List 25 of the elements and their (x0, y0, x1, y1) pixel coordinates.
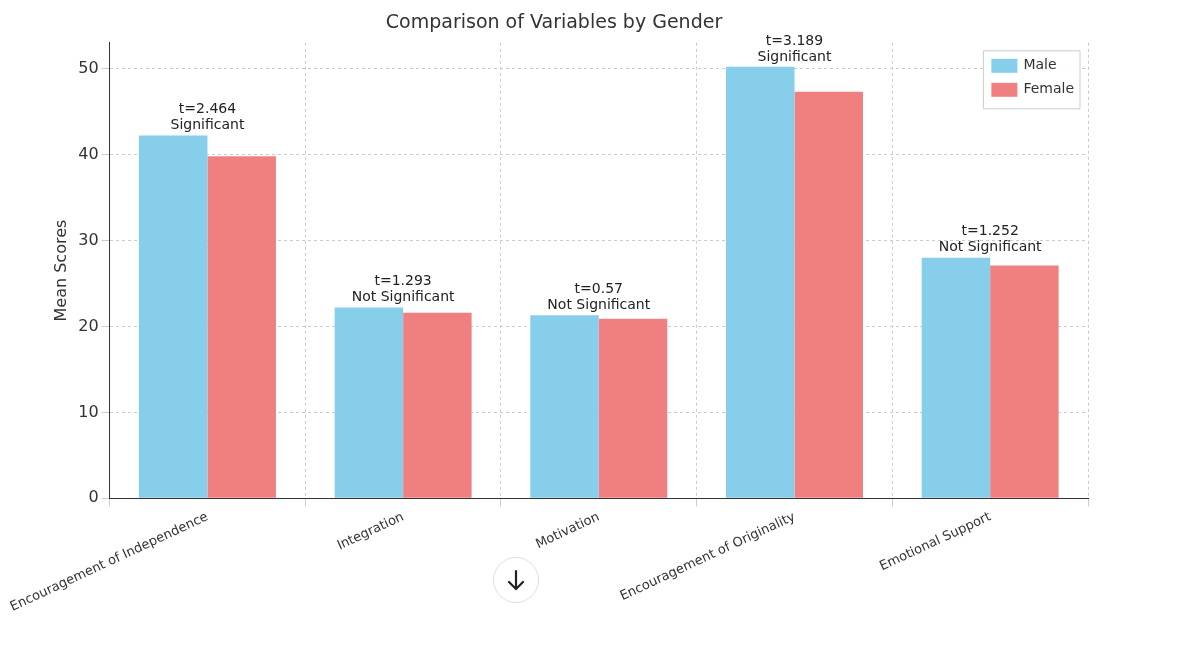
y-tick-label: 0 (88, 487, 99, 507)
bar (598, 318, 668, 498)
y-tick-label: 10 (78, 401, 99, 421)
y-tick-label: 30 (78, 229, 99, 249)
bar (794, 91, 863, 498)
bar (334, 307, 404, 498)
legend-label: Female (1023, 80, 1074, 97)
chart-title: Comparison of Variables by Gender (385, 10, 723, 33)
y-tick-label: 40 (78, 143, 99, 163)
bar (207, 156, 276, 498)
bar (726, 66, 795, 498)
annotation: t=0.57 Not Significant (547, 279, 651, 312)
bar (530, 315, 599, 498)
annotation: t=2.464 Significant (170, 100, 245, 133)
y-tick-label: 50 (78, 57, 99, 77)
bar (921, 257, 991, 498)
bar (138, 135, 208, 498)
bar (990, 265, 1059, 498)
y-axis-title: Mean Scores (50, 219, 70, 322)
y-tick-label: 20 (78, 315, 99, 335)
bar (403, 312, 472, 498)
annotation: t=1.293 Not Significant (351, 272, 456, 305)
legend-label: Male (1023, 56, 1057, 73)
annotation: t=3.189 Significant (757, 31, 832, 64)
annotation: t=1.252 Not Significant (938, 222, 1043, 255)
